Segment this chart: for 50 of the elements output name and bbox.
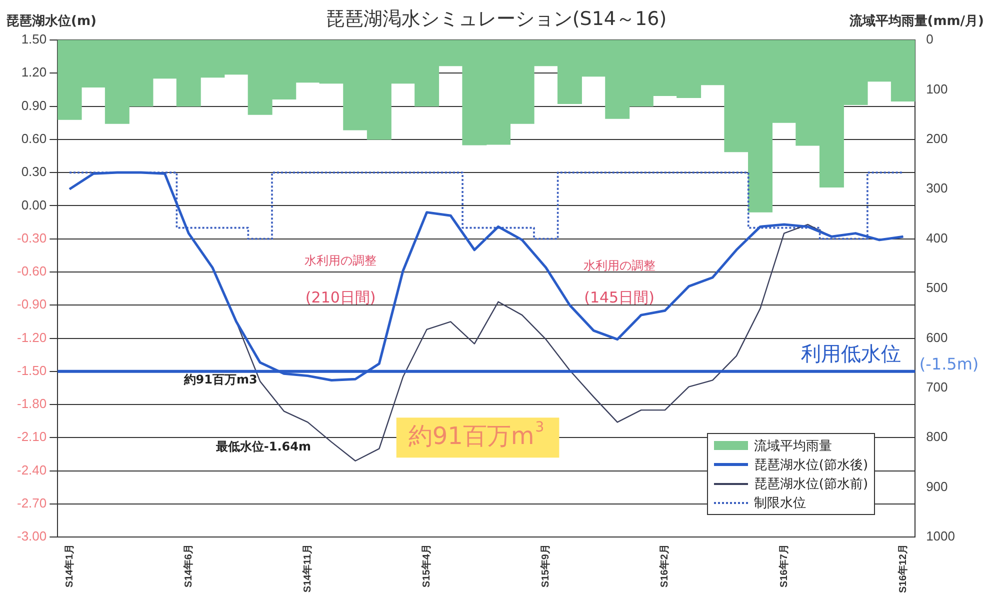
legend-label: 制限水位 [754, 494, 806, 512]
ref-line-label: 利用低水位 [801, 342, 902, 366]
y-tick-label: -1.20 [16, 330, 47, 345]
text: (-1.5m) [919, 354, 979, 374]
annotation: 約91百万m3 [182, 372, 258, 387]
annotation: 水利用の調整 [304, 253, 377, 268]
y2-tick-label: 600 [926, 330, 948, 345]
x-tick-label: S15年4月 [420, 544, 433, 588]
y2-tick-label: 800 [926, 429, 948, 444]
annotation: 水利用の調整 [583, 258, 656, 272]
y-tick-label: -0.90 [16, 296, 47, 312]
y-tick-label: 0.00 [21, 197, 47, 212]
annotation: (210日間) [305, 288, 376, 306]
x-tick-label: S14年6月 [182, 544, 194, 588]
chart-title: 琵琶湖渇水シミュレーション(S14～16) [325, 8, 667, 30]
y-tick-label: 0.30 [21, 164, 47, 180]
y-tick-label: 0.90 [21, 98, 47, 113]
y-tick-label: -2.10 [16, 429, 47, 444]
x-tick-label: S16年12月 [896, 544, 909, 594]
y2-tick-label: 200 [926, 130, 948, 146]
y2-axis-title: 流域平均雨量(mm/月) [849, 12, 984, 30]
y-tick-label: -2.70 [16, 496, 47, 511]
annotation: 最低水位-1.64m [214, 440, 311, 454]
legend-label: 琵琶湖水位(節水前) [754, 476, 868, 493]
x-tick-label: S16年7月 [778, 544, 790, 588]
y-tick-label: -3.00 [16, 528, 47, 544]
y2-tick-label: 900 [926, 478, 948, 494]
y2-tick-label: 0 [926, 32, 934, 47]
x-tick-label: S14年11月 [301, 544, 314, 592]
legend-label: 流域平均雨量 [754, 438, 832, 455]
y2-tick-label: 700 [926, 380, 948, 395]
y2-tick-label: 100 [926, 81, 948, 96]
y-tick-label: 1.20 [21, 64, 47, 80]
y-tick-label: 0.60 [21, 130, 47, 146]
y2-tick-label: 300 [926, 180, 948, 196]
x-tick-label: S15年9月 [540, 544, 552, 588]
x-tick-label: S14年1月 [63, 544, 76, 588]
y2-tick-label: 400 [926, 230, 948, 246]
y-tick-label: -2.40 [16, 462, 47, 478]
y2-tick-label: 500 [926, 280, 948, 296]
y-tick-label: -1.80 [16, 396, 47, 412]
y-axis-title: 琵琶湖水位(m) [6, 13, 96, 30]
y-tick-label: -1.50 [16, 362, 47, 378]
y2-tick-label: 1000 [926, 528, 955, 544]
legend-label: 琵琶湖水位(節水後) [754, 456, 868, 474]
y-tick-label: -0.30 [16, 230, 47, 246]
annotation: (145日間) [584, 288, 654, 306]
y-tick-label: -0.60 [16, 264, 47, 279]
x-tick-label: S16年2月 [658, 544, 671, 588]
y-tick-label: 1.50 [21, 32, 47, 47]
